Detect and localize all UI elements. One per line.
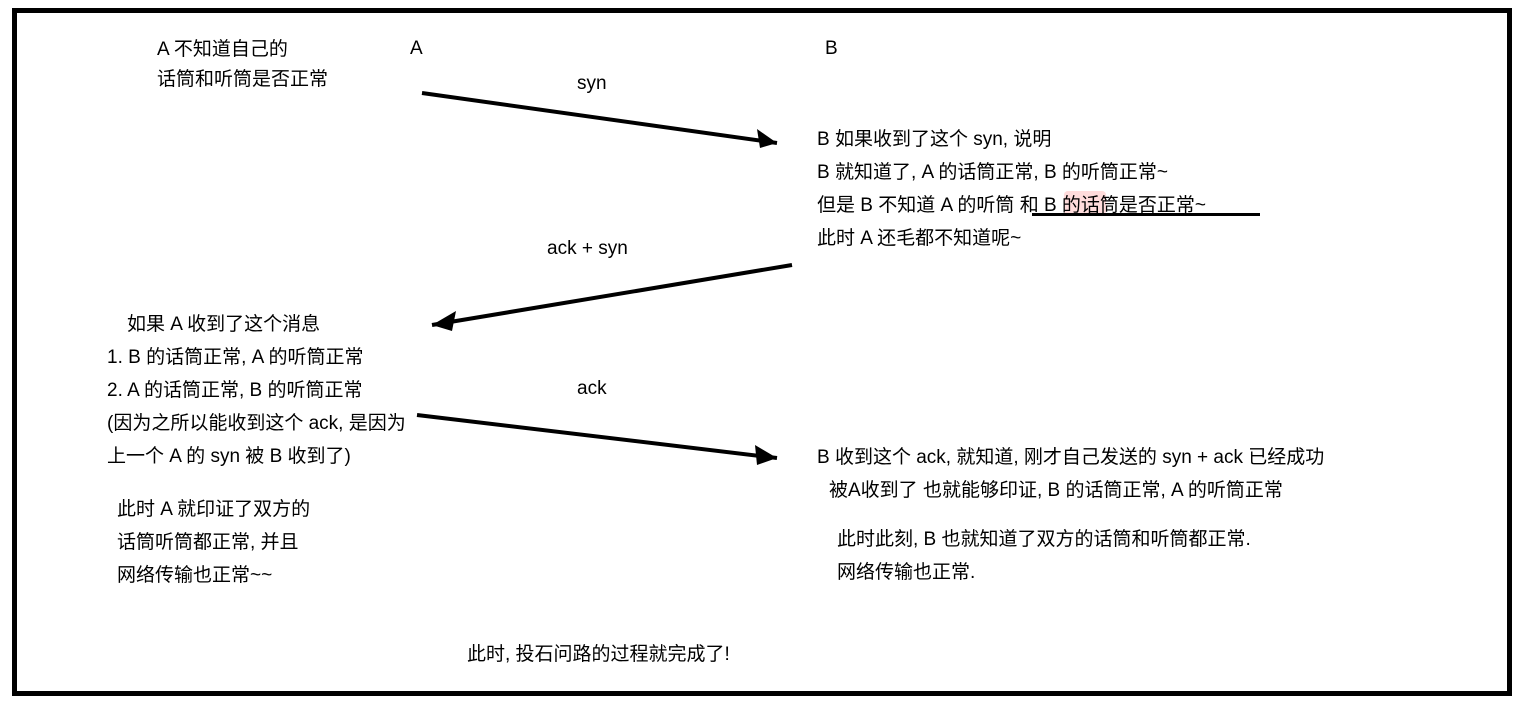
label-a: A (410, 38, 423, 60)
arrow-acksyn-label: ack + syn (547, 238, 628, 260)
b-mid-1: B 如果收到了这个 syn, 说明 (817, 123, 1051, 156)
a-mid-0: 如果 A 收到了这个消息 (127, 308, 320, 341)
a-low-3: 网络传输也正常~~ (117, 559, 272, 592)
a-top-1: A 不知道自己的 (157, 33, 288, 66)
a-mid-3: (因为之所以能收到这个 ack, 是因为 (107, 407, 406, 440)
a-mid-4: 上一个 A 的 syn 被 B 收到了) (107, 440, 351, 473)
diagram-frame: A B A 不知道自己的 话筒和听筒是否正常 syn B 如果收到了这个 syn… (12, 8, 1512, 696)
b-mid-2: B 就知道了, A 的话筒正常, B 的听筒正常~ (817, 156, 1168, 189)
a-mid-1: 1. B 的话筒正常, A 的听筒正常 (107, 341, 364, 374)
bottom-text: 此时, 投石问路的过程就完成了! (467, 638, 730, 671)
underline (1032, 213, 1260, 216)
a-mid-2: 2. A 的话筒正常, B 的听筒正常 (107, 374, 363, 407)
label-b: B (825, 38, 838, 60)
arrow-ack-label: ack (577, 378, 607, 400)
a-low-1: 此时 A 就印证了双方的 (117, 493, 310, 526)
a-top-2: 话筒和听筒是否正常 (157, 63, 328, 96)
b-low-2: 被A收到了 也就能够印证, B 的话筒正常, A 的听筒正常 (829, 474, 1283, 507)
b-mid-3: 但是 B 不知道 A 的听筒 和 B 的话筒是否正常~ (817, 189, 1206, 222)
b-low-1: B 收到这个 ack, 就知道, 刚才自己发送的 syn + ack 已经成功 (817, 441, 1324, 474)
b-low-4: 网络传输也正常. (837, 556, 975, 589)
arrow-syn-label: syn (577, 73, 607, 95)
a-low-2: 话筒听筒都正常, 并且 (117, 526, 299, 559)
b-mid-4: 此时 A 还毛都不知道呢~ (817, 222, 1021, 255)
b-low-3: 此时此刻, B 也就知道了双方的话筒和听筒都正常. (837, 523, 1251, 556)
